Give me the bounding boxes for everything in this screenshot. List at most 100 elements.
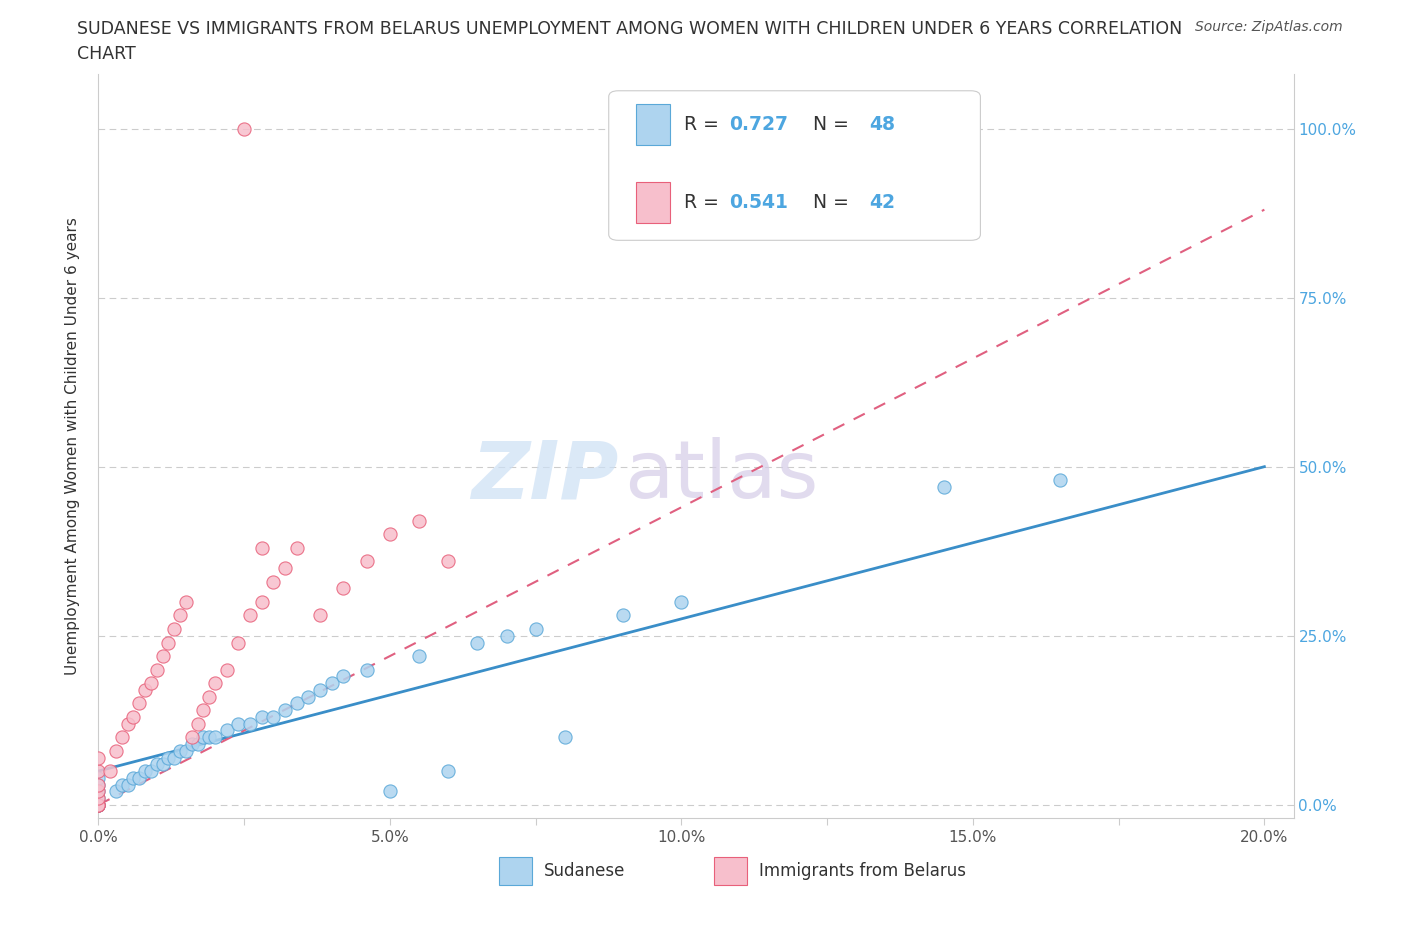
Point <box>356 554 378 569</box>
Point <box>356 662 378 677</box>
Point <box>554 730 576 745</box>
Point <box>378 784 401 799</box>
Point <box>274 703 297 718</box>
Point <box>309 683 332 698</box>
Point <box>152 757 174 772</box>
Text: ZIP: ZIP <box>471 437 619 515</box>
Text: atlas: atlas <box>624 437 818 515</box>
Point <box>193 703 215 718</box>
Point <box>128 770 150 785</box>
Point <box>87 797 110 812</box>
Point <box>104 743 127 758</box>
Point <box>87 797 110 812</box>
Point <box>274 561 297 576</box>
Y-axis label: Unemployment Among Women with Children Under 6 years: Unemployment Among Women with Children U… <box>65 218 80 675</box>
Point <box>169 608 191 623</box>
Point <box>169 743 191 758</box>
Point <box>239 716 262 731</box>
Point <box>250 594 273 609</box>
Point <box>134 764 156 778</box>
Point <box>495 629 517 644</box>
FancyBboxPatch shape <box>609 91 980 240</box>
Point <box>87 790 110 805</box>
Point <box>174 594 197 609</box>
Point <box>204 676 226 691</box>
Point <box>437 764 460 778</box>
Point <box>262 710 284 724</box>
FancyBboxPatch shape <box>499 857 533 885</box>
Point <box>180 730 202 745</box>
Point <box>87 764 110 778</box>
Point <box>198 730 221 745</box>
Point <box>111 730 134 745</box>
Text: 42: 42 <box>869 193 896 212</box>
Text: N =: N = <box>796 115 855 134</box>
Point <box>186 716 208 731</box>
Point <box>87 777 110 792</box>
Point <box>297 689 319 704</box>
Point <box>180 737 202 751</box>
Point <box>233 121 256 136</box>
Point <box>163 621 186 636</box>
Point <box>186 737 208 751</box>
Point <box>671 594 693 609</box>
Point <box>204 730 226 745</box>
Point <box>285 540 308 555</box>
Point <box>228 716 250 731</box>
Point <box>87 751 110 765</box>
Point <box>932 480 955 495</box>
Point <box>87 790 110 805</box>
Point <box>87 784 110 799</box>
Point <box>134 683 156 698</box>
Point <box>111 777 134 792</box>
Point <box>139 764 162 778</box>
Point <box>163 751 186 765</box>
Point <box>157 635 180 650</box>
Text: Immigrants from Belarus: Immigrants from Belarus <box>759 862 966 880</box>
Point <box>262 574 284 589</box>
Point <box>87 797 110 812</box>
Point <box>87 770 110 785</box>
Point <box>612 608 634 623</box>
Point <box>309 608 332 623</box>
Point <box>122 770 145 785</box>
FancyBboxPatch shape <box>714 857 748 885</box>
Text: Sudanese: Sudanese <box>544 862 626 880</box>
Text: CHART: CHART <box>77 45 136 62</box>
Point <box>122 710 145 724</box>
Point <box>332 669 354 684</box>
Point <box>467 635 489 650</box>
Point <box>152 648 174 663</box>
Point <box>174 743 197 758</box>
Point <box>128 696 150 711</box>
Point <box>250 540 273 555</box>
Point <box>524 621 547 636</box>
Point <box>104 784 127 799</box>
Text: R =: R = <box>685 193 725 212</box>
Text: R =: R = <box>685 115 725 134</box>
Point <box>117 716 139 731</box>
Point <box>378 527 401 542</box>
Point <box>437 554 460 569</box>
Point <box>198 689 221 704</box>
Point <box>157 751 180 765</box>
Point <box>145 662 167 677</box>
Point <box>215 723 238 737</box>
Point <box>87 797 110 812</box>
Point <box>193 730 215 745</box>
Text: 0.727: 0.727 <box>730 115 789 134</box>
Text: N =: N = <box>796 193 855 212</box>
Point <box>408 513 430 528</box>
Point <box>228 635 250 650</box>
Point <box>408 648 430 663</box>
Point <box>250 710 273 724</box>
Point <box>87 784 110 799</box>
Point <box>87 797 110 812</box>
FancyBboxPatch shape <box>637 104 669 145</box>
Point <box>332 581 354 596</box>
Point <box>321 676 343 691</box>
Text: Source: ZipAtlas.com: Source: ZipAtlas.com <box>1195 20 1343 34</box>
Text: 48: 48 <box>869 115 896 134</box>
Point <box>239 608 262 623</box>
Point <box>285 696 308 711</box>
